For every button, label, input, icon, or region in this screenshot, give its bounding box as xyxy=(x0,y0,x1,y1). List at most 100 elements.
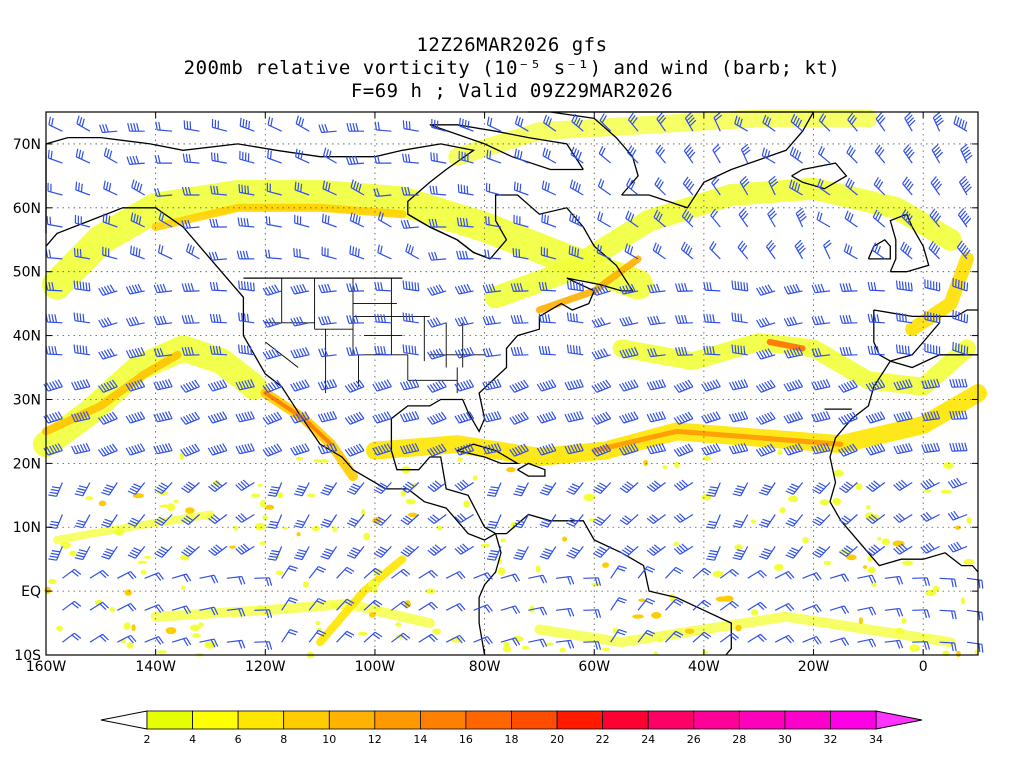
africa-coast xyxy=(829,354,979,573)
wind-barb xyxy=(960,143,973,164)
wind-barb xyxy=(966,609,984,621)
wind-barb xyxy=(226,575,246,585)
wind-barb xyxy=(706,546,721,561)
wind-barb xyxy=(402,280,420,292)
wind-barb xyxy=(238,184,255,196)
wind-barb xyxy=(947,541,968,553)
wind-barb xyxy=(619,316,639,327)
wind-barb xyxy=(323,147,337,164)
wind-barb xyxy=(373,482,392,495)
vorticity-band-5 xyxy=(263,391,334,447)
wind-barb xyxy=(783,347,804,359)
wind-barb xyxy=(294,214,310,228)
wind-barb xyxy=(701,379,721,392)
wind-barb xyxy=(871,242,886,260)
colorbar-swatch xyxy=(237,710,285,730)
wind-barb xyxy=(592,482,612,495)
wind-barb xyxy=(865,379,886,392)
vorticity-speck xyxy=(369,612,376,618)
wind-barb xyxy=(281,597,298,611)
wind-barb xyxy=(153,283,173,294)
vorticity-band-1 xyxy=(42,350,182,436)
wind-barb xyxy=(373,514,392,526)
wind-barb xyxy=(513,181,529,196)
wind-barb xyxy=(692,567,712,579)
wind-barb xyxy=(377,211,392,228)
wind-barb xyxy=(710,208,721,228)
wind-barb xyxy=(317,410,338,423)
wind-barb xyxy=(344,379,365,393)
wind-barb xyxy=(153,315,173,326)
wind-barb xyxy=(966,641,984,653)
title-line-2: 200mb relative vorticity (10⁻⁵ s⁻¹) and … xyxy=(183,57,841,79)
vorticity-speck xyxy=(602,562,610,568)
wind-barb xyxy=(823,239,832,260)
colorbar-label: 12 xyxy=(368,733,382,746)
wind-barb xyxy=(802,572,822,581)
wind-barb xyxy=(839,314,858,324)
wind-barb xyxy=(427,284,447,296)
wind-barb xyxy=(732,482,749,497)
wind-barb xyxy=(790,113,803,132)
vorticity-speck xyxy=(432,628,441,635)
y-tick-label: 60N xyxy=(13,201,41,217)
vorticity-speck xyxy=(866,505,871,510)
wind-barb xyxy=(539,482,557,496)
wind-barb xyxy=(209,345,227,356)
wind-barb xyxy=(293,514,310,529)
vorticity-speck xyxy=(902,560,914,566)
vorticity-speck xyxy=(185,507,195,514)
vorticity-speck xyxy=(373,568,383,577)
vorticity-speck xyxy=(870,582,877,587)
wind-barb xyxy=(454,443,475,456)
wind-barb xyxy=(456,250,474,260)
wind-barb xyxy=(566,482,584,495)
vorticity-speck xyxy=(925,589,937,597)
colorbar-swatch xyxy=(419,710,467,730)
wind-barb xyxy=(125,347,146,359)
wind-barb xyxy=(399,442,420,455)
vorticity-speck xyxy=(940,489,952,494)
colorbar-label: 2 xyxy=(144,733,151,746)
wind-barb xyxy=(430,152,447,164)
vorticity-speck xyxy=(823,560,832,566)
wind-barb xyxy=(75,181,91,196)
wind-barb xyxy=(130,245,145,260)
vorticity-band-15 xyxy=(316,555,407,647)
colorbar-under-arrow xyxy=(100,710,148,730)
wind-barb xyxy=(101,482,118,496)
vorticity-band-12 xyxy=(766,339,806,352)
vorticity-speck xyxy=(407,512,418,517)
wind-barb xyxy=(513,214,529,228)
wind-barb xyxy=(673,479,694,492)
wind-barb xyxy=(171,637,192,647)
wind-barb xyxy=(794,239,806,260)
wind-barb xyxy=(739,175,750,196)
wind-barb xyxy=(181,545,200,557)
wind-barb xyxy=(884,575,904,585)
wind-barb xyxy=(571,113,584,132)
wind-barb xyxy=(564,442,584,455)
map-frame xyxy=(45,111,979,656)
y-tick-label: 20N xyxy=(13,456,41,472)
colorbar-swatch xyxy=(192,710,239,730)
wind-barb xyxy=(74,214,91,228)
wind-barb xyxy=(703,281,721,292)
wind-barb xyxy=(857,638,877,648)
y-tick-label: EQ xyxy=(21,584,41,600)
wind-barb xyxy=(783,316,803,327)
vorticity-speck xyxy=(123,622,131,630)
wind-barb xyxy=(267,482,283,497)
wind-barb xyxy=(528,574,548,584)
wind-barb xyxy=(180,379,200,393)
wind-barb xyxy=(208,544,228,556)
vorticity-speck xyxy=(69,550,77,557)
wind-barb xyxy=(320,514,338,528)
wind-barb xyxy=(199,606,219,616)
colorbar-label: 16 xyxy=(459,733,473,746)
wind-barb xyxy=(646,544,666,556)
wind-barb xyxy=(829,573,850,583)
wind-barb xyxy=(74,482,91,497)
wind-barb xyxy=(682,176,695,196)
wind-barb xyxy=(127,123,145,132)
